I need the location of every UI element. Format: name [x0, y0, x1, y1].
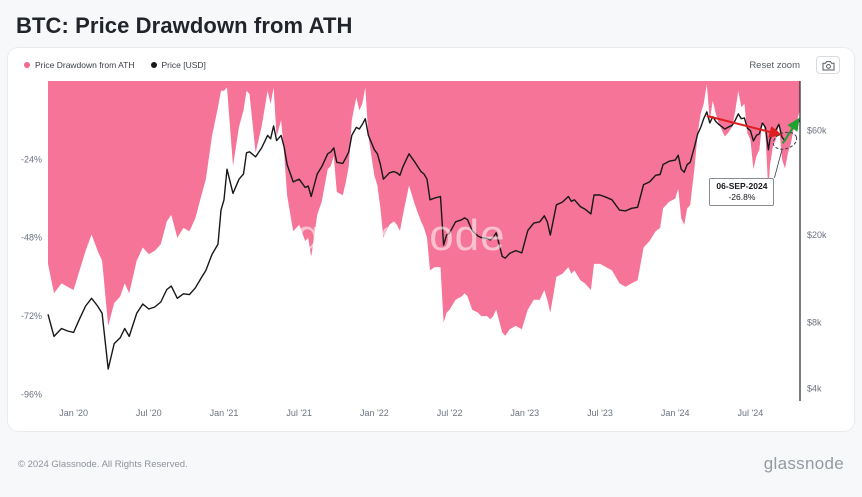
svg-text:Jan '21: Jan '21: [210, 408, 239, 418]
svg-text:Jan '20: Jan '20: [59, 408, 88, 418]
svg-text:Jul '21: Jul '21: [286, 408, 312, 418]
svg-text:-24%: -24%: [21, 154, 42, 164]
svg-text:$20k: $20k: [807, 230, 827, 240]
svg-text:Jan '24: Jan '24: [661, 408, 690, 418]
legend-label-price: Price [USD]: [161, 60, 206, 70]
chart-card: Price Drawdown from ATH Price [USD] Rese…: [8, 48, 854, 431]
chart-header: Price Drawdown from ATH Price [USD] Rese…: [8, 56, 854, 79]
legend-label-drawdown: Price Drawdown from ATH: [35, 60, 135, 70]
chart-controls: Reset zoom: [749, 56, 840, 74]
svg-text:$4k: $4k: [807, 383, 822, 393]
svg-text:Jan '23: Jan '23: [510, 408, 539, 418]
camera-icon: [822, 60, 834, 70]
annotation-callout: 06-SEP-2024 -26.8%: [709, 177, 775, 206]
svg-text:-72%: -72%: [21, 311, 42, 321]
price-legend-dot: [150, 62, 157, 68]
chart-area: -24% -48% -72% -96% $60k $20k $8k $4k Jan '20 Jul…: [8, 79, 854, 423]
glassnode-logo: glassnode: [763, 454, 844, 473]
legend-item-price[interactable]: Price [USD]: [150, 60, 206, 70]
svg-text:-96%: -96%: [21, 389, 42, 399]
annotation-value: -26.8%: [728, 191, 756, 202]
legend: Price Drawdown from ATH Price [USD]: [24, 60, 206, 70]
page-header: BTC: Price Drawdown from ATH: [0, 0, 862, 46]
legend-item-drawdown[interactable]: Price Drawdown from ATH: [24, 60, 135, 70]
chart-plot[interactable]: -24% -48% -72% -96% $60k $20k $8k $4k Jan '20 Jul…: [8, 79, 854, 423]
page-title: BTC: Price Drawdown from ATH: [16, 13, 353, 38]
svg-text:$60k: $60k: [807, 126, 827, 136]
svg-text:Jul '20: Jul '20: [136, 408, 162, 418]
svg-text:$8k: $8k: [807, 317, 822, 327]
screenshot-button[interactable]: [816, 56, 840, 74]
annotation-date: 06-SEP-2024: [716, 180, 768, 191]
copyright-text: © 2024 Glassnode. All Rights Reserved.: [18, 458, 188, 470]
page-footer: © 2024 Glassnode. All Rights Reserved. g…: [0, 431, 862, 497]
drawdown-legend-dot: [24, 62, 30, 68]
svg-text:Jul '22: Jul '22: [437, 408, 463, 418]
svg-text:-48%: -48%: [21, 233, 42, 243]
reset-zoom-button[interactable]: Reset zoom: [749, 59, 800, 71]
svg-text:Jul '24: Jul '24: [738, 408, 764, 418]
svg-text:Jan '22: Jan '22: [360, 408, 389, 418]
svg-text:Jul '23: Jul '23: [587, 408, 613, 418]
